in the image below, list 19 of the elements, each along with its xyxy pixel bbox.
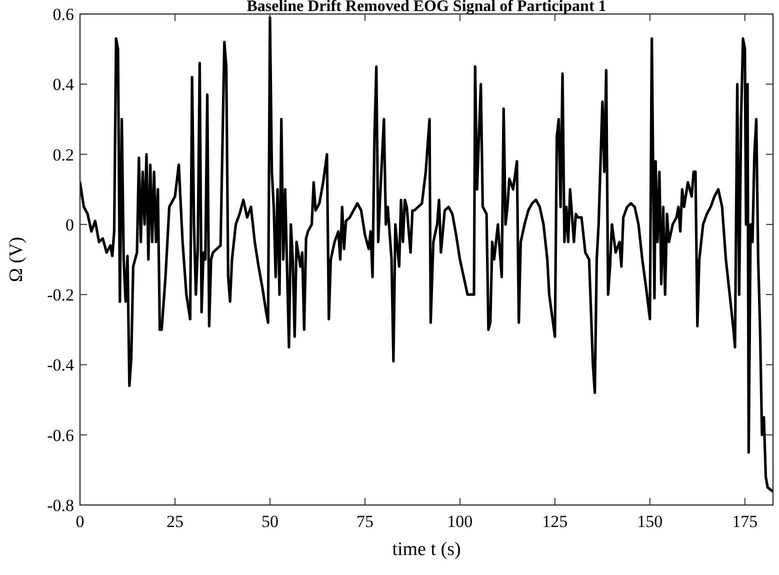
line-series bbox=[80, 16, 773, 492]
y-tick-label: -0.2 bbox=[47, 286, 74, 305]
x-tick-label: 125 bbox=[542, 512, 568, 531]
y-tick-label: -0.6 bbox=[47, 426, 74, 445]
x-tick-label: 100 bbox=[447, 512, 473, 531]
y-tick-label: 0.2 bbox=[52, 145, 74, 164]
x-tick-label: 75 bbox=[356, 512, 374, 531]
y-tick-label: -0.4 bbox=[47, 356, 74, 375]
chart-title: Baseline Drift Removed EOG Signal of Participant 1 bbox=[246, 0, 606, 15]
y-tick-label: 0.4 bbox=[52, 75, 74, 94]
x-tick-label: 175 bbox=[732, 512, 758, 531]
y-tick-label: 0.6 bbox=[52, 5, 74, 24]
x-tick-label: 150 bbox=[637, 512, 663, 531]
x-tick-label: 25 bbox=[166, 512, 184, 531]
y-tick-label: -0.8 bbox=[47, 496, 74, 515]
y-tick-label: 0 bbox=[66, 215, 74, 234]
y-axis-title: Ω (V) bbox=[6, 236, 27, 282]
x-axis-title: time t (s) bbox=[392, 539, 461, 560]
x-tick-label: 50 bbox=[261, 512, 278, 531]
